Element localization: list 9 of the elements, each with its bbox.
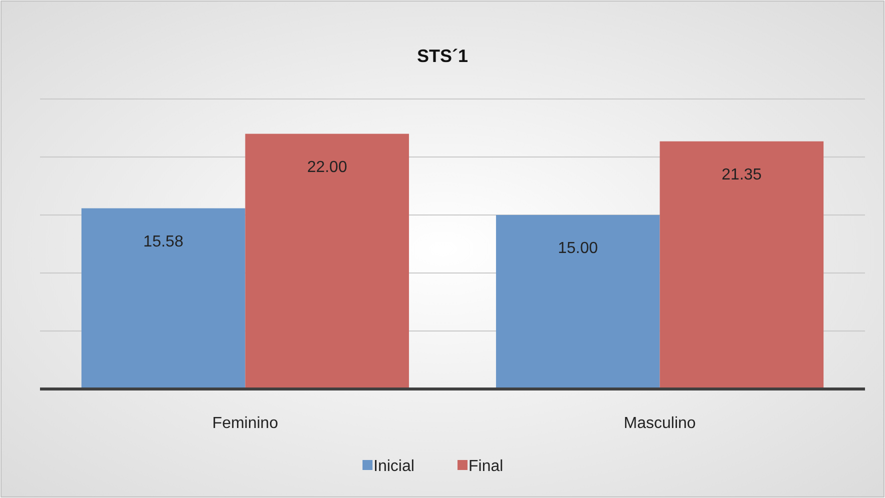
data-label: 15.00	[558, 240, 598, 257]
data-label: 21.35	[722, 166, 762, 184]
legend-label: Inicial	[374, 458, 414, 475]
data-label: 22.00	[307, 158, 348, 176]
x-tick-label: Masculino	[624, 415, 696, 432]
legend-label: Final	[468, 458, 504, 475]
x-tick-label: Feminino	[212, 415, 278, 432]
data-label: 15.58	[143, 233, 184, 250]
chart-title: STS´1	[416, 46, 468, 66]
